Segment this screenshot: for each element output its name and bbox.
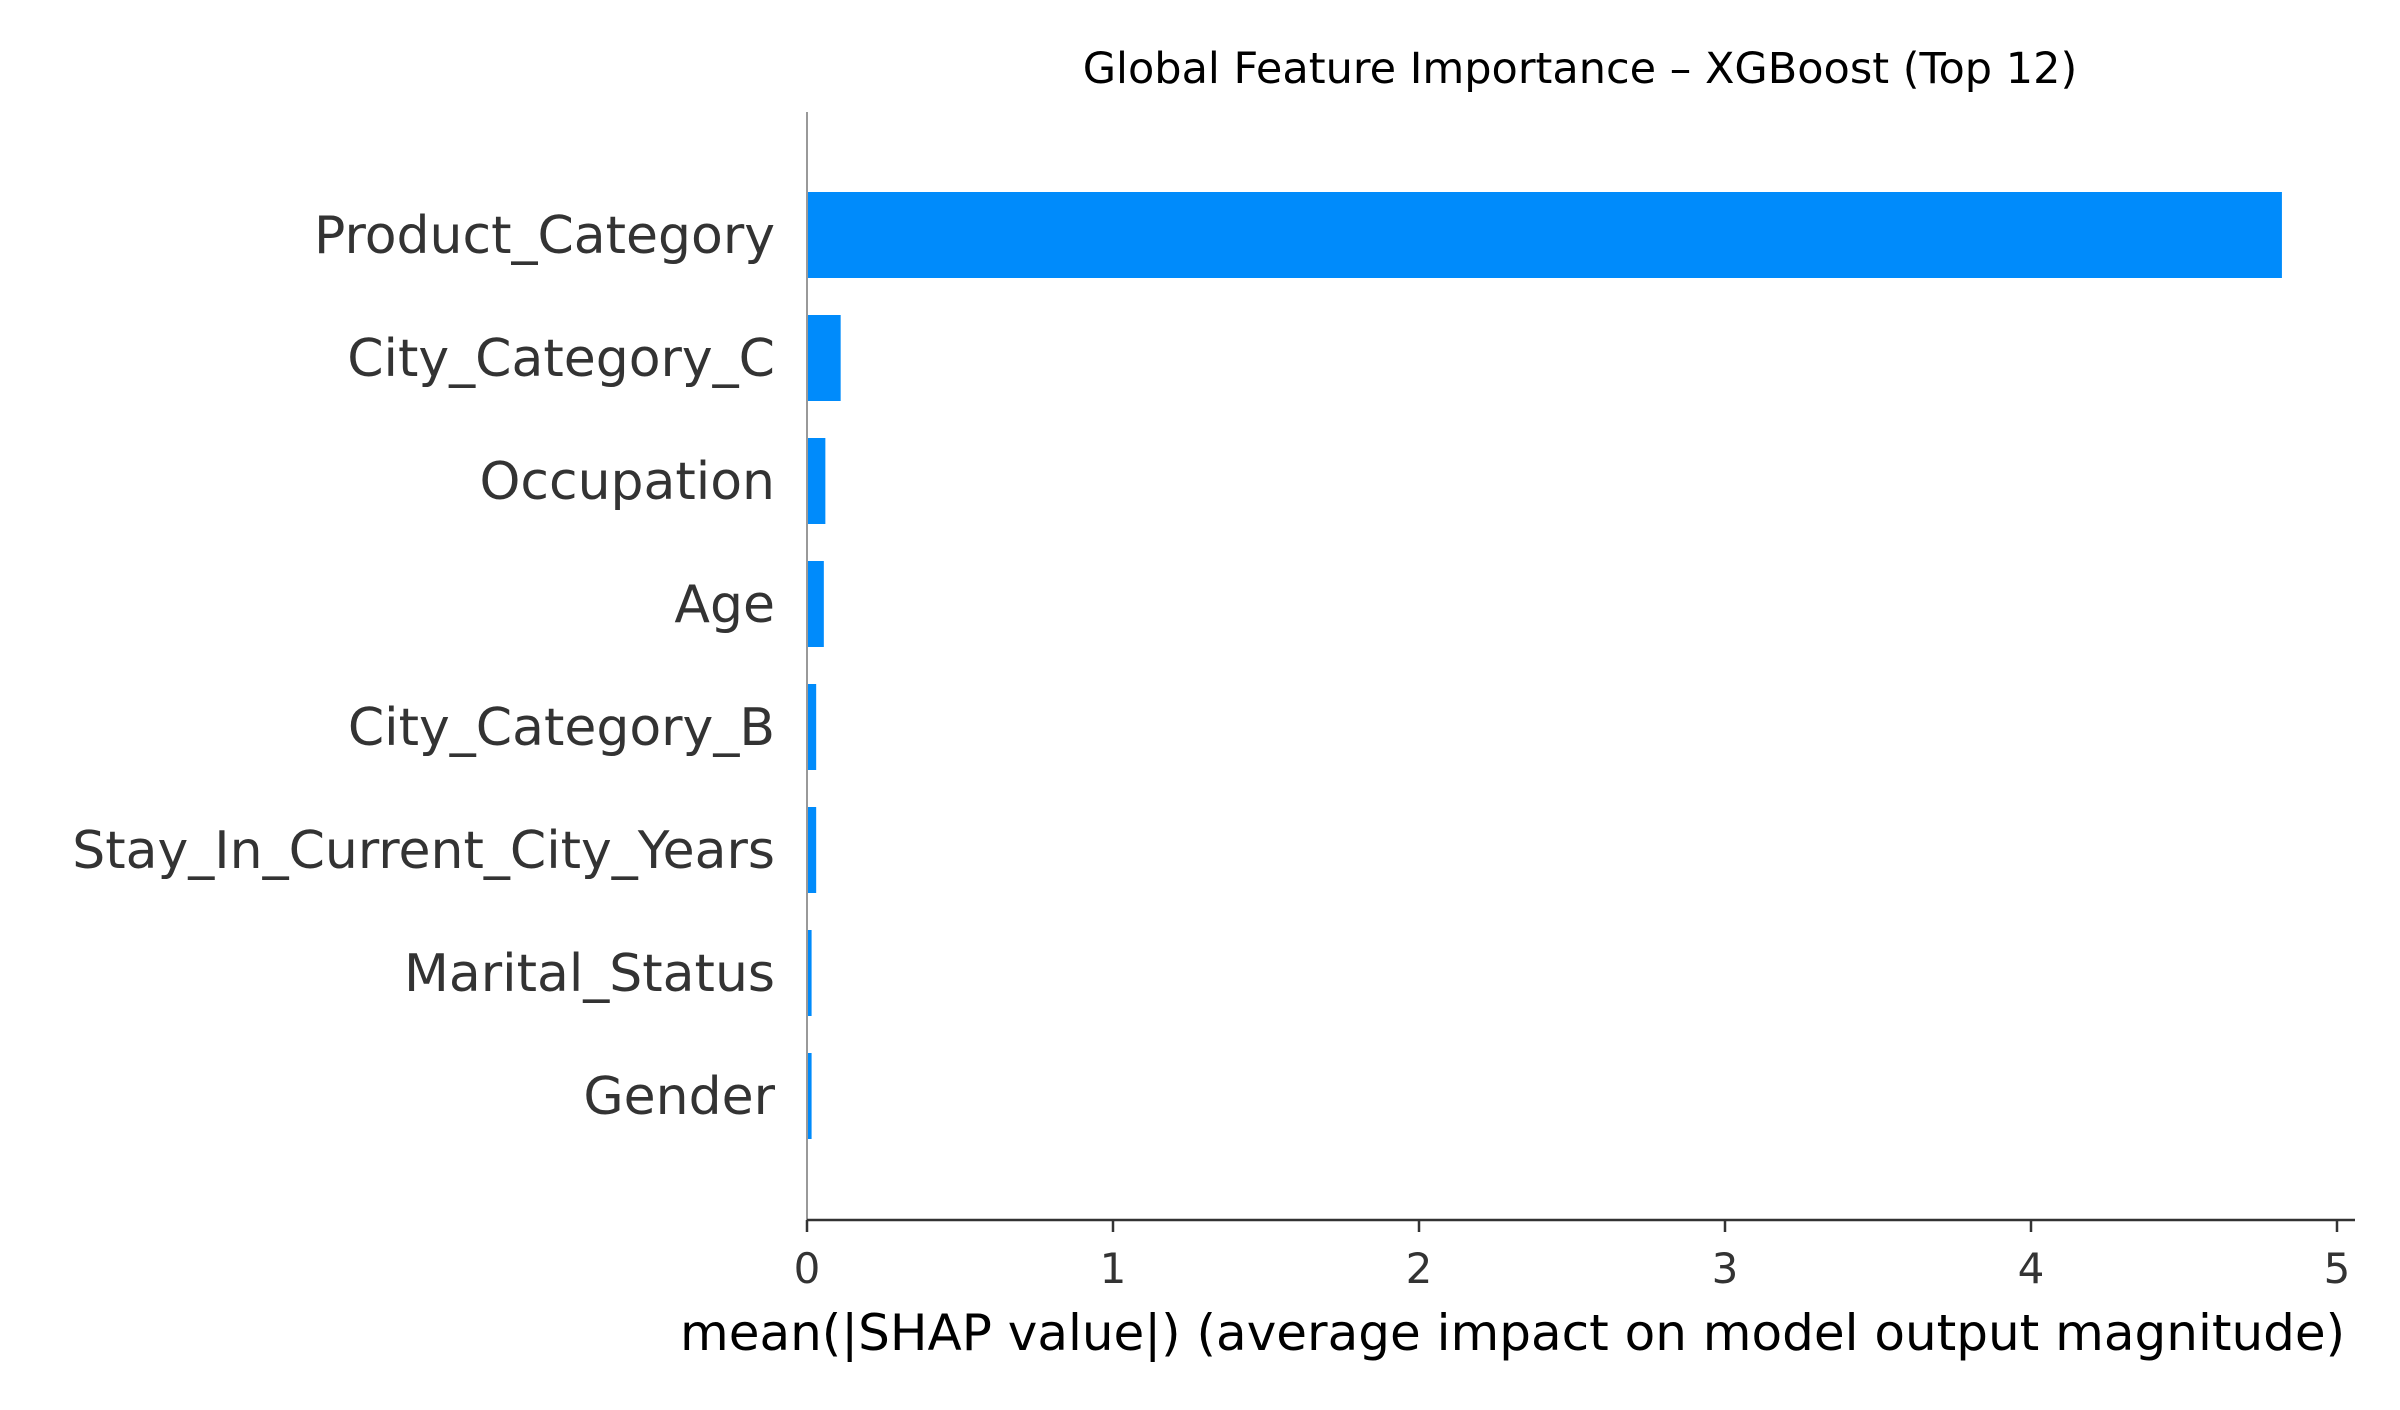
- x-ticks: 0 1 2 3 4 5: [794, 1220, 2351, 1293]
- bar-stay-in-current-city-years: [807, 807, 817, 893]
- y-label-occupation: Occupation: [479, 452, 775, 512]
- x-tick-label-3: 3: [1712, 1244, 1739, 1293]
- x-axis-label: mean(|SHAP value|) (average impact on mo…: [680, 1304, 2345, 1362]
- x-tick-label-1: 1: [1100, 1244, 1127, 1293]
- bar-marital-status: [807, 930, 812, 1016]
- bars-group: [807, 192, 2282, 1139]
- y-label-city-category-b: City_Category_B: [348, 698, 775, 758]
- x-tick-label-5: 5: [2324, 1244, 2351, 1293]
- x-tick-label-0: 0: [794, 1244, 821, 1293]
- bar-occupation: [807, 438, 826, 524]
- x-tick-label-4: 4: [2018, 1244, 2045, 1293]
- y-label-city-category-c: City_Category_C: [347, 329, 775, 389]
- bar-age: [807, 561, 824, 647]
- bar-city-category-b: [807, 684, 817, 770]
- bar-product-category: [807, 192, 2282, 278]
- y-label-product-category: Product_Category: [314, 206, 775, 266]
- bar-city-category-c: [807, 315, 841, 401]
- y-tick-labels: Product_Category City_Category_C Occupatio…: [72, 206, 775, 1127]
- y-label-gender: Gender: [583, 1067, 775, 1127]
- chart-title: Global Feature Importance – XGBoost (Top…: [1083, 44, 2078, 94]
- bar-gender: [807, 1053, 812, 1139]
- y-label-marital-status: Marital_Status: [404, 944, 775, 1004]
- x-tick-label-2: 2: [1406, 1244, 1433, 1293]
- y-label-stay-in-current-city-years: Stay_In_Current_City_Years: [72, 821, 775, 881]
- y-label-age: Age: [674, 575, 775, 635]
